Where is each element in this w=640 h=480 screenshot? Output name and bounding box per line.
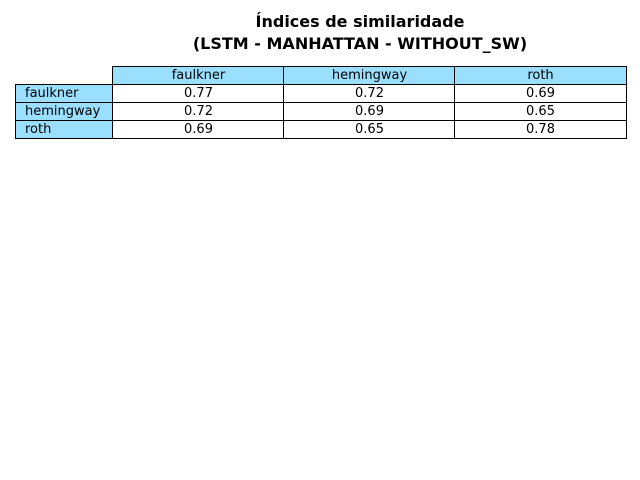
row-header-faulkner: faulkner: [15, 84, 113, 103]
table-cell: 0.69: [112, 120, 285, 139]
table-cell: 0.78: [454, 120, 627, 139]
column-header-faulkner: faulkner: [112, 66, 285, 85]
table-cell: 0.69: [283, 102, 456, 121]
chart-subtitle: (LSTM - MANHATTAN - WITHOUT_SW): [192, 34, 528, 53]
chart-title: Índices de similaridade: [255, 12, 465, 31]
table-cell: 0.72: [112, 102, 285, 121]
table-cell: 0.72: [283, 84, 456, 103]
row-header-roth: roth: [15, 120, 113, 139]
row-header-hemingway: hemingway: [15, 102, 113, 121]
table-cell: 0.69: [454, 84, 627, 103]
table-cell: 0.77: [112, 84, 285, 103]
table-cell: 0.65: [283, 120, 456, 139]
column-header-hemingway: hemingway: [283, 66, 456, 85]
column-header-roth: roth: [454, 66, 627, 85]
table-cell: 0.65: [454, 102, 627, 121]
